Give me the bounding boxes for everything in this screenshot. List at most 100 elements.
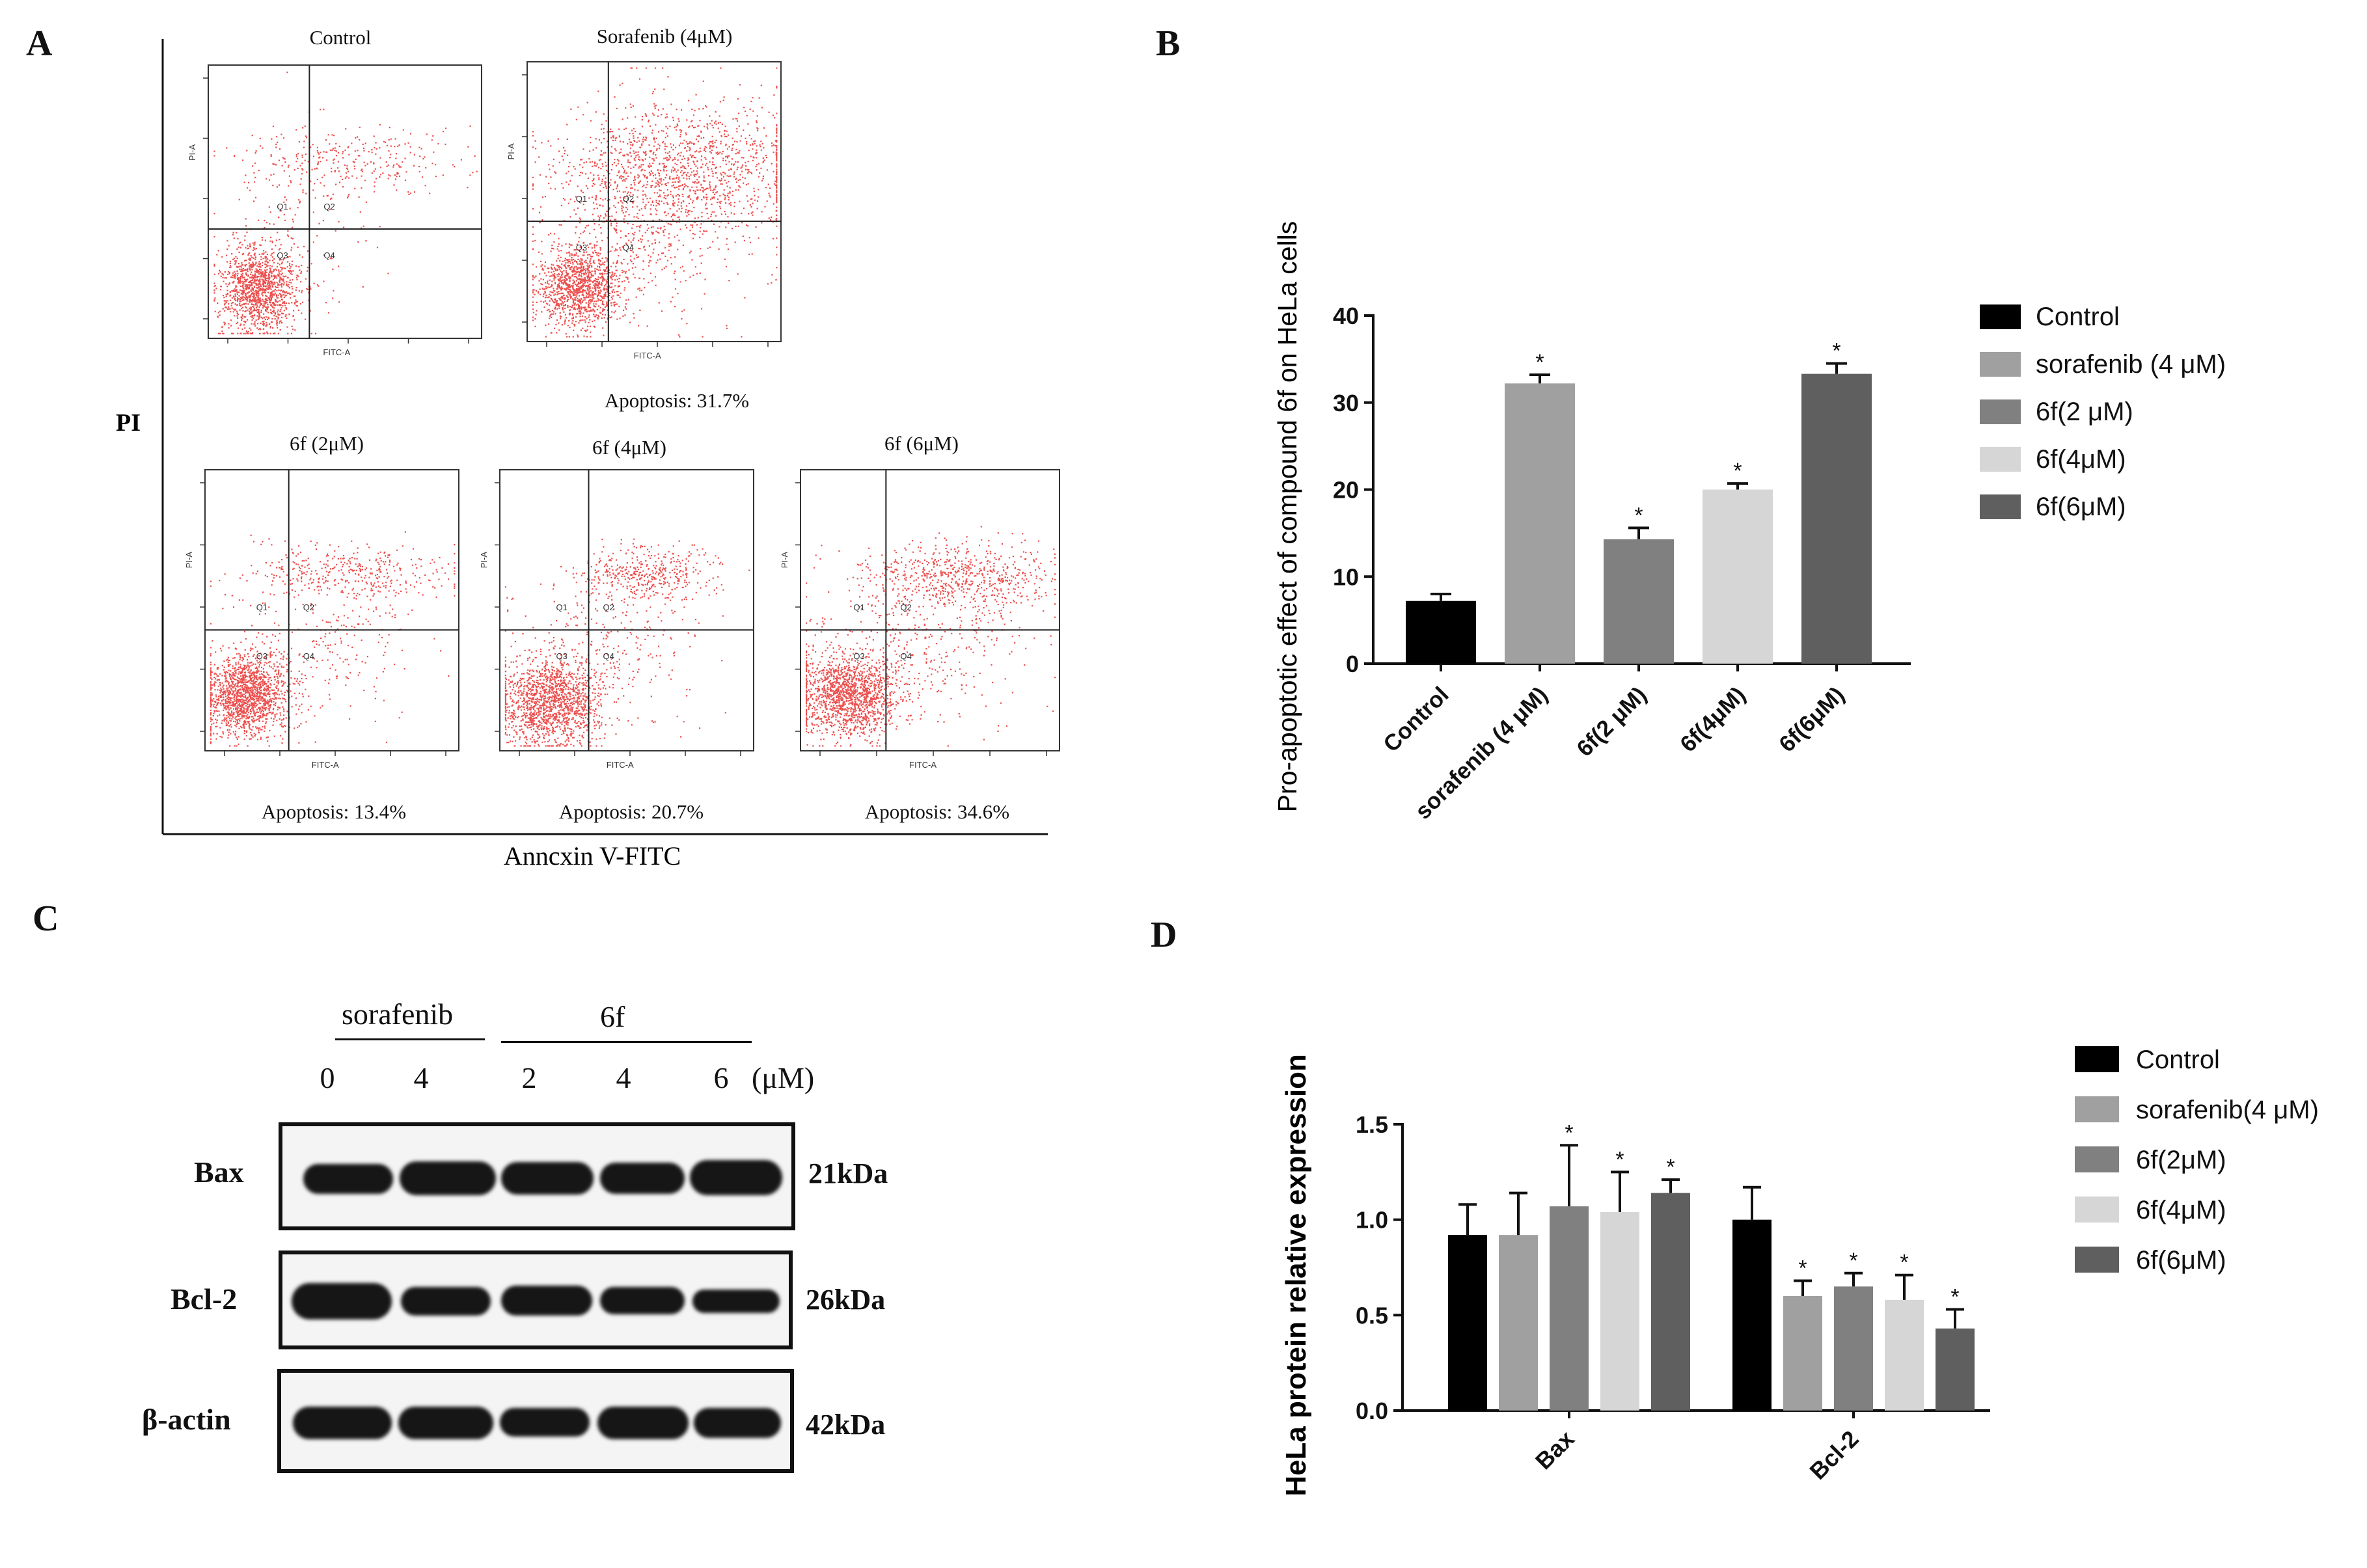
wb-group-6f: 6f: [600, 1000, 625, 1033]
band: [401, 1287, 491, 1316]
band: [400, 1161, 496, 1195]
flow-quadrant-label: Q4: [323, 250, 335, 260]
flow-plot-3: Q1 Q2 Q3 Q4 FITC-A PI-A: [479, 469, 754, 770]
band: [500, 1408, 590, 1437]
flow-plot-title-6f-6: 6f (6μM): [884, 432, 959, 455]
flow-plot-0: Q1 Q2 Q3 Q4 FITC-A PI-A: [187, 64, 482, 357]
wb-blot-bcl2: [279, 1250, 793, 1349]
chart-b-x-tick-label: 6f(2 μM): [1572, 682, 1651, 761]
flow-quadrant-label: Q2: [900, 602, 911, 612]
wb-kda-actin: 42kDa: [806, 1409, 886, 1440]
chart-b-bar-4: [1801, 373, 1872, 664]
band: [292, 1283, 392, 1319]
flow-dots: [504, 538, 750, 747]
flow-plot-1: Q1 Q2 Q3 Q4 FITC-A PI-A: [506, 61, 782, 360]
panel-label-d: D: [1151, 915, 1177, 955]
flow-quadrant-label: Q3: [277, 250, 288, 260]
flow-quadrant-label: Q4: [623, 243, 634, 252]
chart-b-x-tick-label: 6f(4μM): [1675, 682, 1751, 757]
flow-cytometry-panel: Q1 Q2 Q3 Q4 FITC-A PI-A Q1 Q2 Q3 Q4 FITC-A PI-A Q1 Q2…: [161, 39, 1060, 835]
chart-b-y-tick-label: 30: [1333, 390, 1359, 416]
flow-plot-frame: [499, 469, 754, 751]
chart-b-significance: *: [1832, 339, 1840, 364]
chart-b-y-tick-label: 40: [1333, 303, 1359, 329]
flow-quadrant-label: Q1: [576, 194, 587, 204]
chart-d-bar-0-1: [1499, 1235, 1538, 1411]
chart-d-legend-swatch: [2075, 1196, 2119, 1223]
band: [293, 1407, 392, 1439]
chart-d-bar-0-4: [1651, 1193, 1690, 1411]
flow-quadrant-label: Q1: [277, 202, 288, 211]
chart-d-x-tick-label: Bax: [1530, 1426, 1580, 1475]
flow-quadrant-label: Q3: [256, 651, 267, 661]
wb-blot-bax: [279, 1122, 795, 1230]
band: [303, 1164, 393, 1194]
chart-d-bar-1-0: [1732, 1219, 1772, 1411]
flow-plot-title-control: Control: [309, 26, 372, 49]
chart-d: 0.0 0.5 1.0 1.5 * * * Bax * * * * Bcl-2 Control sorafe…: [1356, 1046, 2319, 1485]
band: [600, 1163, 685, 1194]
flow-plot-x-axis-label: FITC-A: [607, 760, 634, 770]
wb-label-bcl2: Bcl-2: [171, 1282, 238, 1316]
wb-conc-4: 6: [713, 1061, 729, 1094]
chart-d-bar-1-3: [1885, 1299, 1924, 1411]
band: [600, 1287, 685, 1314]
flow-plot-title-6f-4: 6f (4μM): [592, 436, 666, 459]
chart-d-significance: *: [1849, 1249, 1857, 1273]
chart-d-legend-label: Control: [2136, 1046, 2220, 1074]
flow-y-label: PI: [116, 409, 141, 437]
flow-quadrant-label: Q3: [556, 651, 568, 661]
chart-b-x-tick-label: Control: [1378, 682, 1454, 757]
flow-quadrant-label: Q3: [853, 651, 864, 661]
chart-b-legend-label: sorafenib (4 μM): [2036, 350, 2226, 379]
chart-b-legend-swatch: [1980, 399, 2021, 424]
flow-quadrant-label: Q1: [853, 602, 864, 612]
wb-conc-3: 4: [616, 1061, 631, 1094]
flow-quadrant-label: Q4: [303, 651, 314, 661]
chart-d-significance: *: [1950, 1285, 1959, 1310]
chart-d-legend-label: 6f(6μM): [2136, 1246, 2226, 1275]
chart-d-legend-swatch: [2075, 1146, 2119, 1172]
chart-b-bar-1: [1505, 383, 1575, 664]
chart-b-legend-swatch: [1980, 352, 2021, 377]
band: [597, 1407, 689, 1439]
chart-d-bar-1-2: [1834, 1286, 1873, 1411]
chart-b-significance: *: [1535, 350, 1544, 375]
chart-b-legend-label: 6f(4μM): [2036, 445, 2126, 474]
chart-b-ylabel: Pro-apoptotic effect of compound 6f on H…: [1272, 221, 1302, 813]
band: [692, 1290, 780, 1313]
chart-d-legend-label: 6f(2μM): [2136, 1146, 2226, 1174]
flow-plot-title-sorafenib: Sorafenib (4μM): [596, 25, 733, 47]
chart-d-legend-label: 6f(4μM): [2136, 1196, 2226, 1224]
chart-b-x-tick-label: 6f(6μM): [1774, 682, 1850, 757]
flow-plot-4: Q1 Q2 Q3 Q4 FITC-A PI-A: [780, 469, 1060, 770]
chart-b-y-tick-label: 20: [1333, 477, 1359, 504]
chart-d-bar-1-1: [1783, 1296, 1822, 1411]
flow-quadrant-label: Q2: [623, 194, 634, 204]
chart-d-significance: *: [1565, 1120, 1573, 1145]
flow-plot-y-axis-label: PI-A: [479, 552, 489, 569]
flow-quadrant-label: Q2: [303, 602, 314, 612]
chart-b-legend-swatch: [1980, 494, 2021, 519]
band: [690, 1160, 782, 1195]
chart-b-legend-swatch: [1980, 447, 2021, 472]
flow-plot-y-axis-label: PI-A: [780, 552, 789, 569]
chart-d-legend-swatch: [2075, 1096, 2119, 1122]
wb-label-bax: Bax: [194, 1156, 244, 1189]
flow-quadrant-label: Q3: [576, 243, 587, 252]
chart-d-legend-swatch: [2075, 1046, 2119, 1072]
flow-apoptosis-6f-4: Apoptosis: 20.7%: [558, 800, 704, 823]
chart-b-bar-0: [1406, 601, 1476, 664]
panel-label-a: A: [26, 23, 53, 64]
band: [501, 1286, 592, 1316]
wb-unit: (μM): [752, 1061, 815, 1094]
wb-conc-1: 4: [413, 1061, 429, 1094]
chart-d-y-tick-label: 0.0: [1356, 1398, 1388, 1424]
flow-plot-title-6f-2: 6f (2μM): [290, 432, 364, 455]
flow-quadrant-label: Q4: [603, 651, 614, 661]
chart-b-legend-label: 6f(6μM): [2036, 493, 2126, 521]
chart-b: 0 10 20 30 40 Control * sorafenib (4 μM) * 6f(2 μ…: [1333, 303, 2226, 824]
panel-label-b: B: [1156, 23, 1181, 64]
chart-b-y-tick-label: 0: [1346, 651, 1359, 677]
wb-kda-bcl2: 26kDa: [806, 1284, 886, 1316]
